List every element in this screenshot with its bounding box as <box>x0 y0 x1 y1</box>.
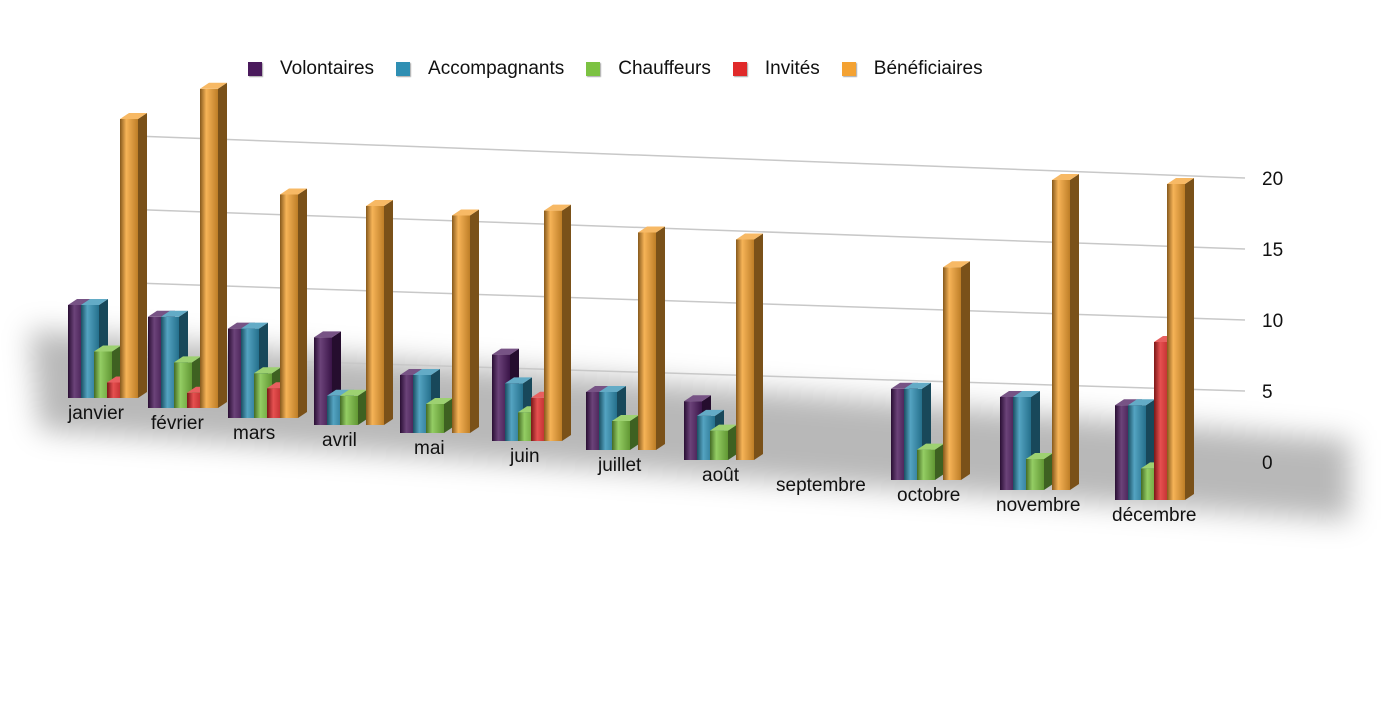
x-tick-label: avril <box>322 430 357 451</box>
bar-bénéficiaires-décembre <box>1167 178 1194 500</box>
legend-label-accompagnants: Accompagnants <box>428 58 565 79</box>
y-tick-label: 10 <box>1262 311 1283 332</box>
bar-bénéficiaires-janvier <box>120 113 147 398</box>
y-tick-label: 15 <box>1262 240 1283 261</box>
x-tick-label: juin <box>509 446 540 467</box>
bar-bénéficiaires-mars <box>280 188 307 418</box>
y-tick-label: 5 <box>1262 382 1273 403</box>
legend-swatch-beneficiaires <box>841 62 856 76</box>
x-tick-label: mars <box>233 423 275 444</box>
x-tick-label: octobre <box>897 485 960 506</box>
bar-chauffeurs-octobre <box>917 443 944 480</box>
legend-swatch-accompagnants <box>396 62 411 76</box>
bar-bénéficiaires-août <box>736 233 763 460</box>
bar-chauffeurs-mai <box>426 398 453 433</box>
legend-swatch-invites <box>732 62 747 76</box>
bar-chauffeurs-novembre <box>1026 453 1053 490</box>
bar-bénéficiaires-juillet <box>638 226 665 450</box>
x-tick-label: décembre <box>1112 505 1197 526</box>
legend-item-beneficiaires: Bénéficiaires <box>841 58 983 80</box>
legend-item-invites: Invités <box>732 58 820 80</box>
x-tick-label: janvier <box>67 403 125 424</box>
legend-item-volontaires: Volontaires <box>248 58 374 80</box>
legend-swatch-volontaires <box>248 62 262 76</box>
x-tick-label: juillet <box>597 455 642 476</box>
legend-item-accompagnants: Accompagnants <box>396 58 564 80</box>
bar-bénéficiaires-mai <box>452 209 479 433</box>
bar-bénéficiaires-février <box>200 82 227 409</box>
chart-legend: Volontaires Accompagnants Chauffeurs Inv… <box>248 58 1005 80</box>
x-tick-label: août <box>702 465 740 486</box>
bar-chauffeurs-juillet <box>612 415 639 450</box>
x-tick-label: mai <box>414 438 445 459</box>
legend-label-invites: Invités <box>764 58 820 79</box>
gridline-20 <box>134 135 1246 179</box>
bar-chauffeurs-août <box>710 424 737 460</box>
y-tick-label: 0 <box>1262 453 1273 474</box>
y-tick-label: 20 <box>1262 169 1283 190</box>
x-tick-label: février <box>151 413 204 434</box>
bar-chauffeurs-avril <box>340 389 367 425</box>
bar-bénéficiaires-avril <box>366 200 393 425</box>
legend-label-chauffeurs: Chauffeurs <box>618 58 711 79</box>
x-tick-label: septembre <box>776 475 866 496</box>
legend-swatch-chauffeurs <box>586 62 601 76</box>
legend-label-volontaires: Volontaires <box>280 58 375 79</box>
x-tick-label: novembre <box>996 495 1081 516</box>
bar-bénéficiaires-juin <box>544 204 571 441</box>
legend-item-chauffeurs: Chauffeurs <box>586 58 711 80</box>
legend-label-beneficiaires: Bénéficiaires <box>873 58 983 79</box>
bar-bénéficiaires-novembre <box>1052 174 1079 490</box>
bar-bénéficiaires-octobre <box>943 261 970 480</box>
